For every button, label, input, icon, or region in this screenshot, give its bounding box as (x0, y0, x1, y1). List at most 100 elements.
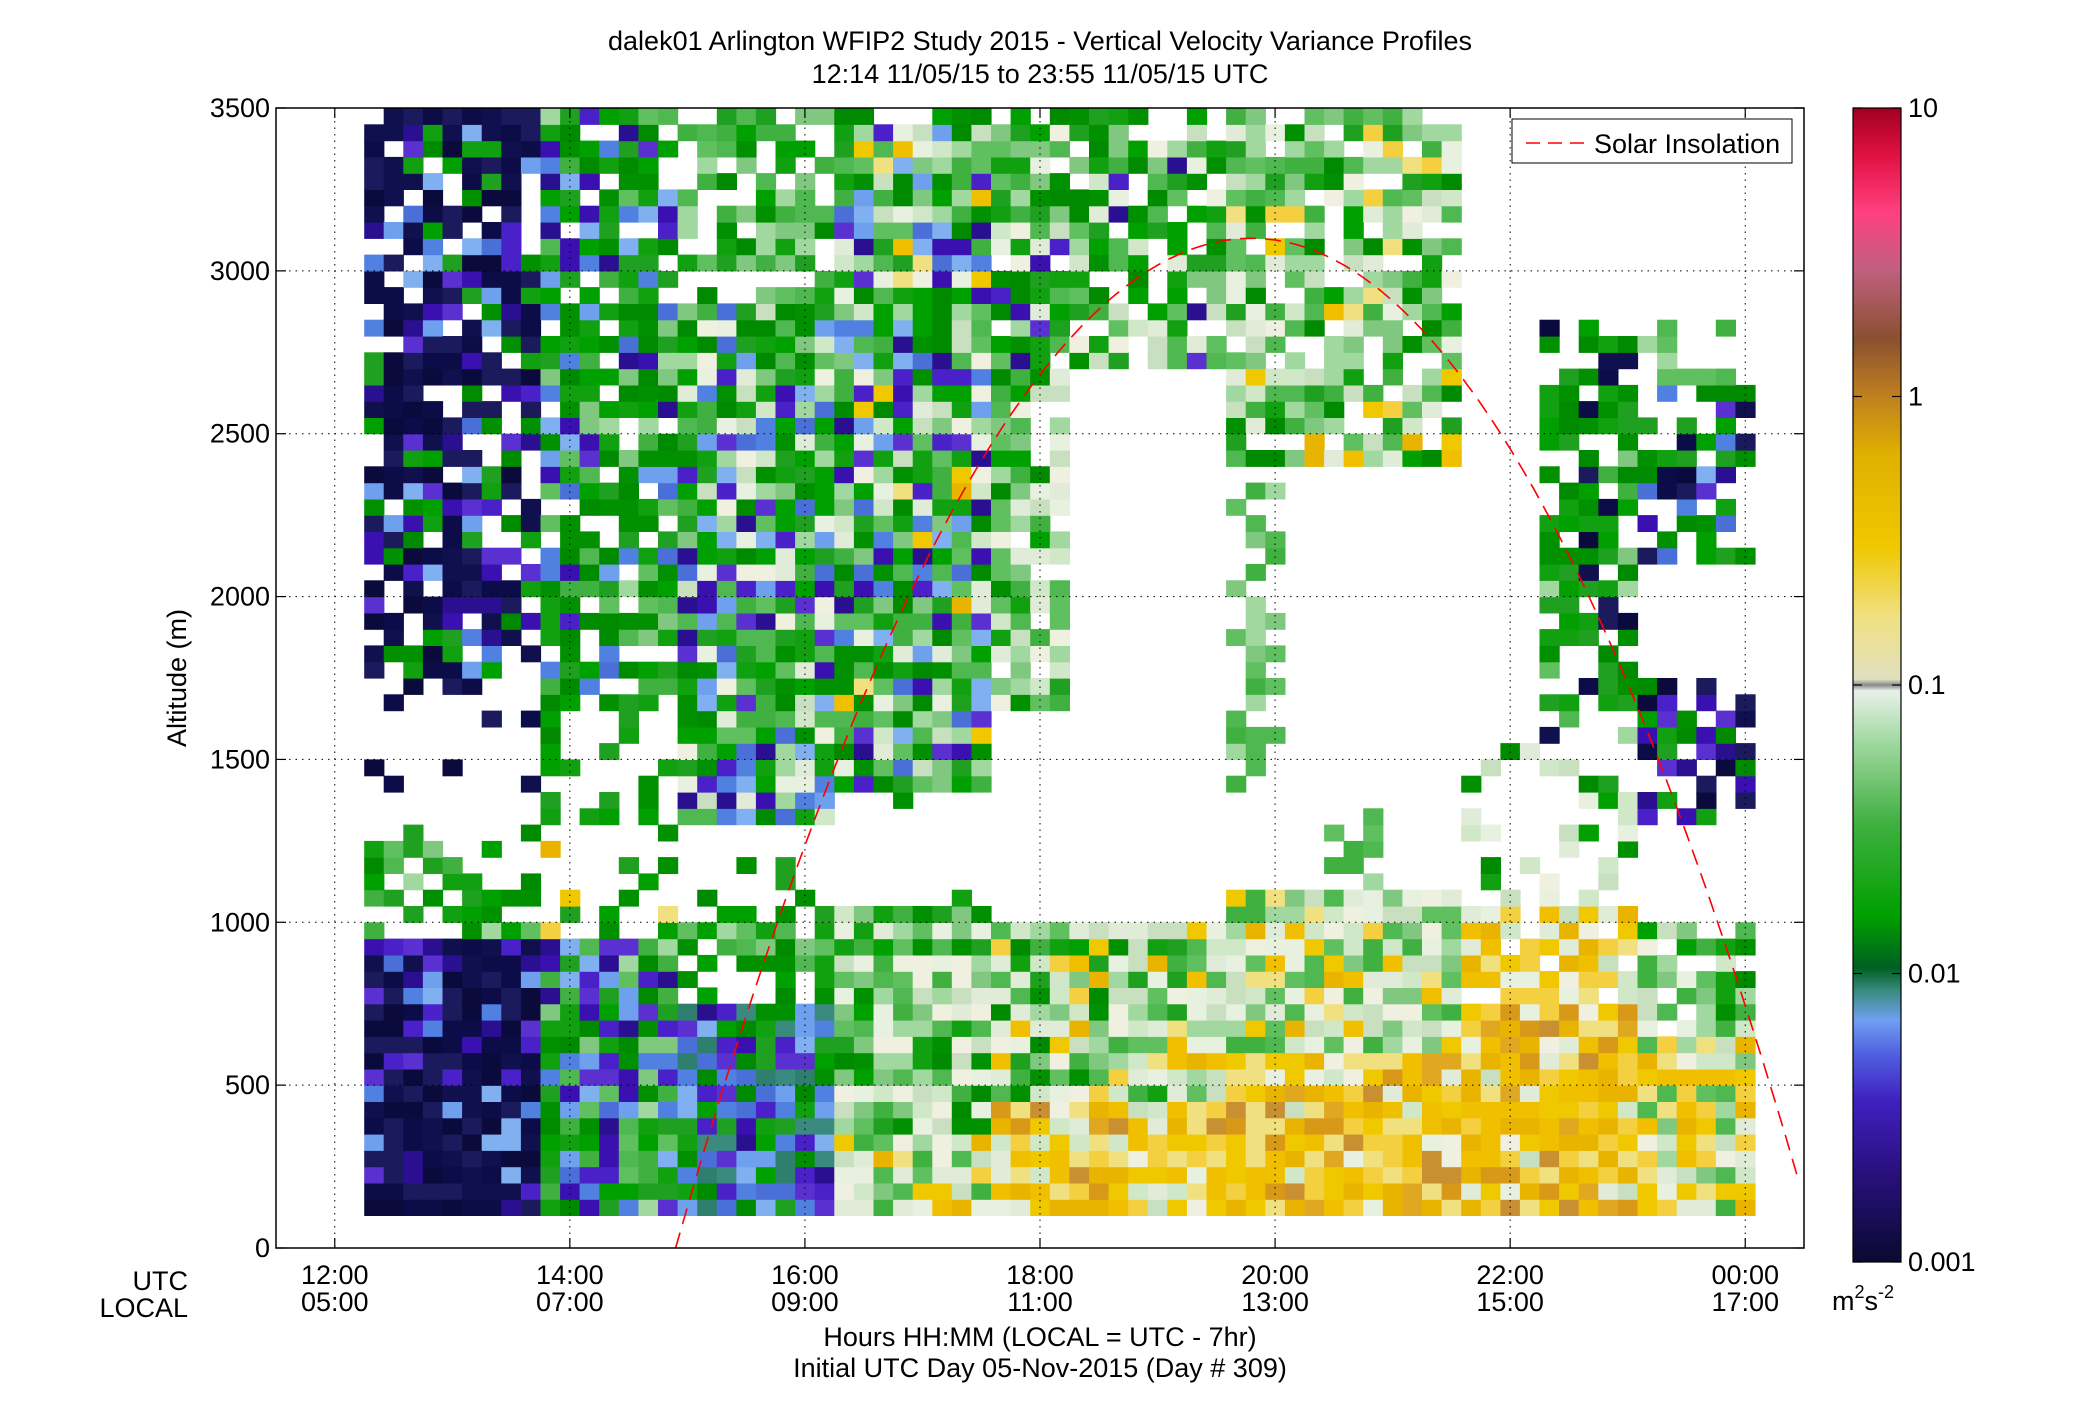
heatmap-cell (697, 645, 718, 663)
heatmap-cell (1382, 1117, 1403, 1135)
heatmap-cell (1128, 319, 1149, 337)
heatmap-cell (1637, 450, 1658, 467)
heatmap-cell (1049, 1150, 1070, 1168)
heatmap-cell (1637, 1068, 1658, 1086)
heatmap-cell (1089, 1182, 1110, 1200)
heatmap-cell (775, 368, 796, 386)
heatmap-cell (462, 1166, 483, 1184)
heatmap-cell (893, 1150, 914, 1168)
heatmap-cell (991, 433, 1012, 451)
solar-insolation-curve (674, 237, 1799, 1248)
heatmap-cell (1578, 466, 1599, 484)
heatmap-cell (1480, 1199, 1501, 1216)
heatmap-cell (579, 140, 600, 158)
heatmap-cell (1617, 1101, 1639, 1119)
heatmap-cell (618, 287, 639, 304)
heatmap-cell (462, 1199, 483, 1216)
heatmap-cell (1186, 922, 1208, 940)
heatmap-cell (638, 694, 659, 712)
heatmap-cell (442, 612, 463, 630)
heatmap-cell (481, 1182, 502, 1200)
heatmap-cell (991, 1068, 1012, 1086)
heatmap-cell (1010, 336, 1031, 353)
x-tick-label-local: 17:00 (1711, 1287, 1779, 1317)
heatmap-cell (383, 1150, 404, 1168)
heatmap-cell (1715, 1085, 1736, 1102)
heatmap-cell (755, 254, 777, 272)
heatmap-cell (1147, 1036, 1168, 1054)
heatmap-cell (403, 678, 424, 695)
heatmap-cell (1500, 1150, 1521, 1168)
heatmap-cell (991, 498, 1012, 516)
heatmap-cell (1049, 1134, 1070, 1151)
heatmap-cell (364, 1052, 385, 1070)
heatmap-cell (618, 954, 639, 972)
heatmap-cell (1265, 205, 1286, 223)
heatmap-cell (638, 792, 659, 809)
heatmap-cell (658, 678, 679, 695)
heatmap-cell (755, 710, 777, 728)
heatmap-cell (1343, 205, 1364, 223)
heatmap-cell (1069, 287, 1090, 304)
heatmap-cell (1226, 270, 1247, 288)
heatmap-cell (1617, 547, 1639, 565)
heatmap-cell (951, 743, 972, 760)
heatmap-cell (618, 108, 639, 125)
heatmap-cell (1382, 1182, 1403, 1200)
heatmap-cell (1030, 173, 1051, 190)
heatmap-cell (658, 384, 679, 402)
heatmap-cell (1617, 433, 1639, 451)
heatmap-cell (520, 710, 542, 728)
heatmap-cell (1010, 515, 1031, 532)
heatmap-cell (658, 1199, 679, 1216)
heatmap-cell (912, 417, 933, 435)
heatmap-cell (618, 1020, 639, 1037)
heatmap-cell (364, 987, 385, 1005)
heatmap-cell (1539, 1052, 1560, 1070)
heatmap-cell (1167, 140, 1188, 158)
heatmap-cell (1637, 808, 1658, 826)
heatmap-cell (1147, 971, 1168, 988)
heatmap-cell (383, 840, 404, 858)
heatmap-cell (1676, 1068, 1697, 1086)
heatmap-cell (1715, 417, 1736, 435)
heatmap-cell (932, 140, 953, 158)
heatmap-cell (912, 743, 933, 760)
heatmap-cell (1422, 1036, 1443, 1054)
heatmap-cell (1382, 108, 1403, 125)
heatmap-cell (403, 238, 424, 256)
heatmap-cell (873, 303, 894, 321)
heatmap-cell (893, 1134, 914, 1151)
heatmap-cell (971, 938, 992, 956)
heatmap-cell (1226, 140, 1247, 158)
heatmap-cell (912, 987, 933, 1005)
heatmap-cell (1284, 1020, 1306, 1037)
heatmap-cell (932, 189, 953, 207)
heatmap-cell (1265, 189, 1286, 207)
heatmap-cell (520, 775, 542, 793)
heatmap-cell (1108, 987, 1129, 1005)
heatmap-cell (618, 694, 639, 712)
heatmap-cell (677, 629, 698, 646)
heatmap-cell (677, 612, 698, 630)
heatmap-cell (1304, 1117, 1325, 1135)
heatmap-cell (1226, 938, 1247, 956)
heatmap-cell (540, 1036, 561, 1054)
heatmap-cell (971, 694, 992, 712)
heatmap-cell (1010, 1003, 1031, 1021)
heatmap-cell (1559, 596, 1580, 614)
heatmap-cell (1402, 1150, 1423, 1168)
heatmap-cell (1559, 938, 1580, 956)
heatmap-cell (579, 1068, 600, 1086)
heatmap-cell (618, 140, 639, 158)
heatmap-cell (893, 580, 914, 598)
heatmap-cell (834, 661, 855, 679)
heatmap-cell (991, 596, 1012, 614)
heatmap-cell (736, 1068, 757, 1086)
heatmap-cell (422, 1199, 444, 1216)
heatmap-cell (364, 873, 385, 891)
heatmap-cell (893, 645, 914, 663)
heatmap-cell (1735, 433, 1756, 451)
heatmap-cell (716, 596, 737, 614)
heatmap-cell (1010, 922, 1031, 940)
